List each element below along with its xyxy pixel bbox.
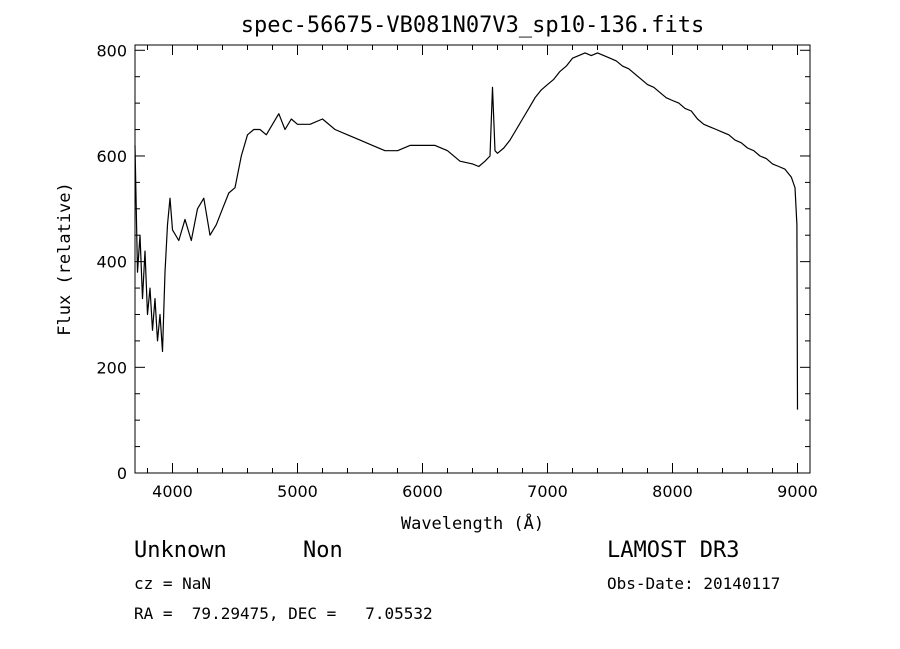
x-axis-label: Wavelength (Å) — [401, 512, 544, 534]
x-tick-label: 9000 — [777, 482, 818, 501]
series-layer — [134, 52, 799, 410]
y-tick-label: 600 — [96, 147, 127, 166]
object-subclass-label: Non — [303, 538, 343, 563]
x-tick-label: 4000 — [152, 482, 193, 501]
spectrum-line — [134, 52, 799, 410]
obs-date-label: Obs-Date: 20140117 — [607, 574, 781, 593]
redshift-label: cz = NaN — [134, 574, 212, 593]
y-tick-label: 0 — [117, 464, 127, 483]
plot-frame — [134, 44, 811, 474]
x-tick-label: 7000 — [527, 482, 568, 501]
y-axis-label: Flux (relative) — [55, 182, 75, 336]
x-tick-label: 8000 — [652, 482, 693, 501]
y-tick-label: 800 — [96, 41, 127, 60]
ticks-layer — [135, 45, 810, 474]
axes-layer — [134, 44, 811, 474]
x-tick-label: 6000 — [402, 482, 443, 501]
y-tick-label: 400 — [96, 253, 127, 272]
object-type-label: Unknown — [134, 538, 227, 563]
chart-title: spec-56675-VB081N07V3_sp10-136.fits — [241, 13, 705, 38]
y-tick-label: 200 — [96, 358, 127, 377]
survey-label: LAMOST DR3 — [607, 538, 740, 563]
coordinates-label: RA = 79.29475, DEC = 7.05532 — [134, 604, 433, 623]
labels-layer: 4000 5000 6000 7000 8000 9000 0 200 400 600 800 spe… — [55, 13, 818, 534]
x-tick-label: 5000 — [277, 482, 318, 501]
